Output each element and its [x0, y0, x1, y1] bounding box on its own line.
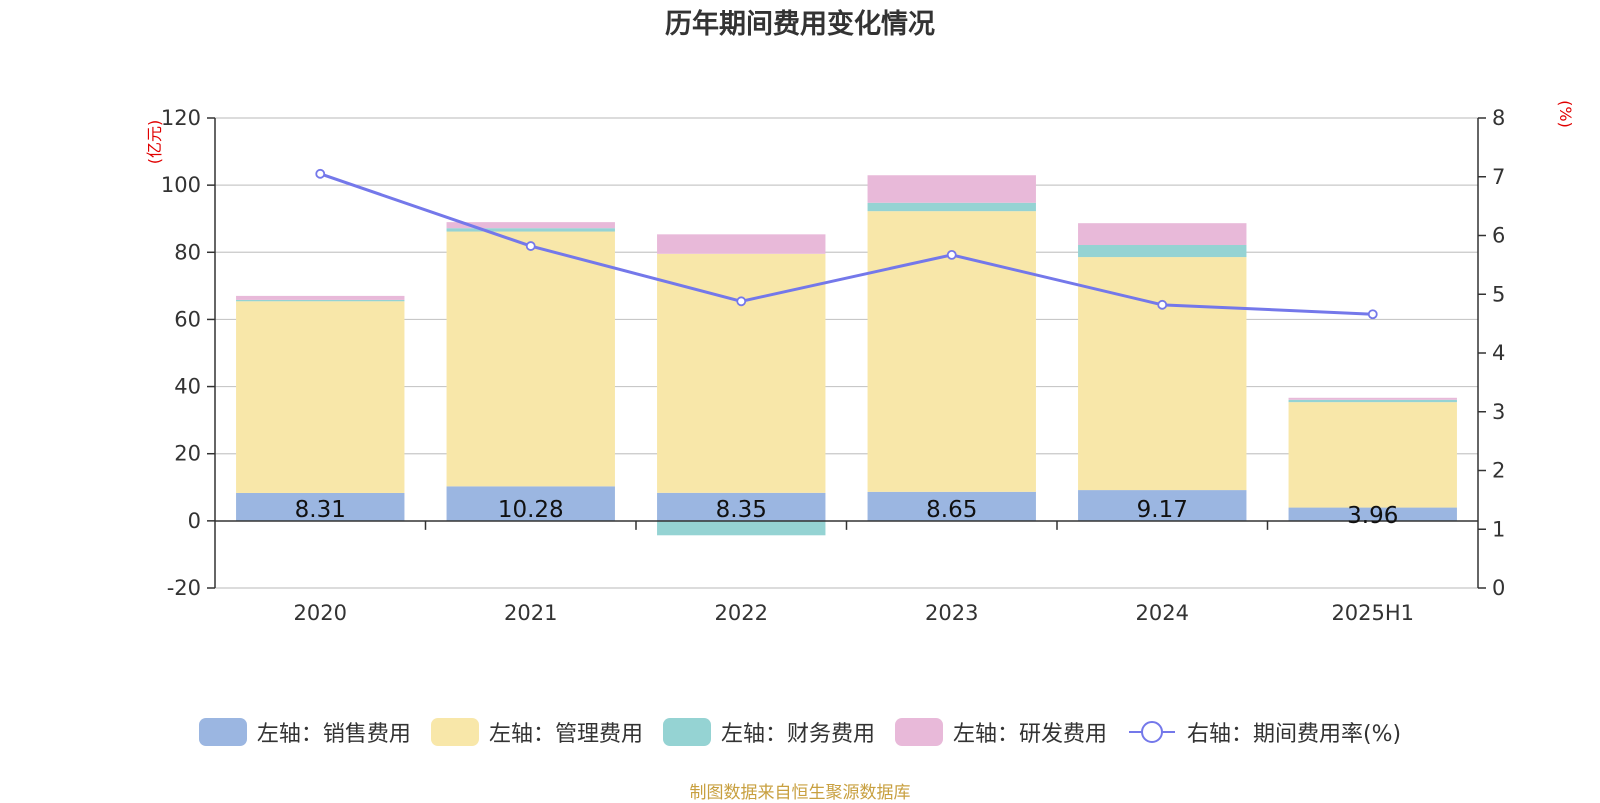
- bar-segment-sales: [446, 486, 615, 521]
- rate-line-layer: [315, 168, 1378, 320]
- legend-item-rate[interactable]: 右轴：期间费用率(%): [1127, 716, 1401, 748]
- x-tick-label: 2020: [294, 601, 347, 625]
- legend-label-rnd: 左轴：研发费用: [952, 722, 1107, 747]
- left-axis-unit: (亿元): [145, 120, 164, 165]
- data-label-sales: 8.31: [295, 497, 346, 523]
- right-tick-label: 8: [1492, 106, 1505, 130]
- bar-segment-rnd: [657, 234, 826, 254]
- right-tick-label: 0: [1492, 576, 1505, 600]
- bar-segment-admin: [657, 253, 826, 493]
- rate-point: [736, 296, 747, 307]
- left-tick-label: -20: [167, 576, 201, 600]
- legend-swatch-finance: [662, 718, 711, 746]
- bar-segment-sales: [236, 492, 405, 521]
- bar-segment-finance: [657, 520, 826, 536]
- right-tick-label: 5: [1492, 282, 1505, 306]
- rate-point: [525, 241, 536, 251]
- data-label-sales: 8.65: [926, 497, 977, 523]
- bar-segment-finance: [867, 202, 1036, 212]
- legend-item-admin[interactable]: 左轴：管理费用: [430, 716, 643, 748]
- legend-swatch-admin: [430, 718, 479, 746]
- bar-segment-admin: [446, 231, 615, 487]
- right-tick-label: 2: [1492, 459, 1505, 483]
- right-tick-label: 6: [1492, 224, 1505, 248]
- data-label-sales: 3.96: [1347, 503, 1398, 529]
- legend-swatch-sales: [198, 718, 247, 746]
- legend-label-sales: 左轴：销售费用: [256, 722, 411, 747]
- bar-segment-sales: [867, 491, 1036, 521]
- bar-segment-finance: [1288, 399, 1457, 403]
- rate-point: [1367, 309, 1378, 320]
- rate-point: [946, 249, 957, 260]
- legend-swatch-rnd: [894, 718, 943, 746]
- x-tick-label: 2023: [925, 601, 978, 625]
- chart-title: 历年期间费用变化情况: [665, 9, 935, 40]
- bar-segment-admin: [236, 301, 405, 493]
- right-tick-label: 4: [1492, 341, 1505, 365]
- legend-item-finance[interactable]: 左轴：财务费用: [662, 716, 875, 748]
- x-tick-label: 2024: [1136, 601, 1189, 625]
- bar-segment-finance: [236, 299, 405, 302]
- rate-point: [1157, 299, 1168, 310]
- data-label-layer: 8.31 10.28 8.35 8.65 9.17 3.96: [295, 497, 1399, 529]
- left-tick-label: 0: [188, 509, 201, 533]
- tick-layer: 120 100 80 60 40 20 0 -20 8 7 6 5 4 3 2 1 0 2020 2021 2022 2…: [161, 106, 1505, 625]
- x-tick-label: 2022: [715, 601, 768, 625]
- right-tick-label: 3: [1492, 400, 1505, 424]
- left-tick-label: 40: [174, 375, 201, 399]
- source-note: 制图数据来自恒生聚源数据库: [689, 783, 911, 803]
- left-tick-label: 80: [174, 240, 201, 264]
- legend-label-finance: 左轴：财务费用: [720, 722, 875, 747]
- right-tick-label: 1: [1492, 517, 1505, 541]
- bar-segment-finance: [446, 228, 615, 232]
- bar-segment-admin: [1288, 402, 1457, 508]
- x-tick-label: 2025H1: [1331, 601, 1414, 625]
- right-axis-unit: (%): [1556, 100, 1575, 128]
- data-label-sales: 9.17: [1137, 497, 1188, 523]
- grid-layer: [215, 117, 1478, 589]
- bar-segment-admin: [1078, 257, 1247, 491]
- legend-label-rate: 右轴：期间费用率(%): [1186, 722, 1402, 747]
- x-tick-label: 2021: [504, 601, 557, 625]
- bar-segment-rnd: [236, 295, 405, 300]
- bar-segment-rnd: [1288, 397, 1457, 400]
- bar-segment-finance: [1078, 245, 1247, 258]
- left-tick-label: 100: [161, 173, 201, 197]
- legend-item-rnd[interactable]: 左轴：研发费用: [894, 716, 1107, 748]
- data-label-sales: 8.35: [716, 497, 767, 523]
- bar-layer: [236, 175, 1457, 536]
- bar-segment-sales: [1078, 490, 1247, 521]
- left-tick-label: 60: [174, 307, 201, 331]
- legend-label-admin: 左轴：管理费用: [488, 722, 643, 747]
- bar-segment-rnd: [1078, 223, 1247, 246]
- right-tick-label: 7: [1492, 165, 1505, 189]
- legend-line-marker-icon: [1128, 721, 1175, 743]
- rate-line: [319, 172, 1373, 316]
- legend-item-sales[interactable]: 左轴：销售费用: [198, 716, 411, 748]
- bar-segment-sales: [1288, 507, 1457, 521]
- bar-segment-rnd: [446, 222, 615, 229]
- bar-segment-sales: [657, 492, 826, 521]
- rate-point: [315, 168, 326, 179]
- bar-segment-rnd: [867, 175, 1036, 203]
- legend: 左轴：销售费用 左轴：管理费用 左轴：财务费用 左轴：研发费用 右轴：期间费用率…: [0, 716, 1600, 748]
- left-tick-label: 20: [174, 442, 201, 466]
- left-tick-label: 120: [161, 106, 201, 130]
- data-label-sales: 10.28: [498, 497, 564, 523]
